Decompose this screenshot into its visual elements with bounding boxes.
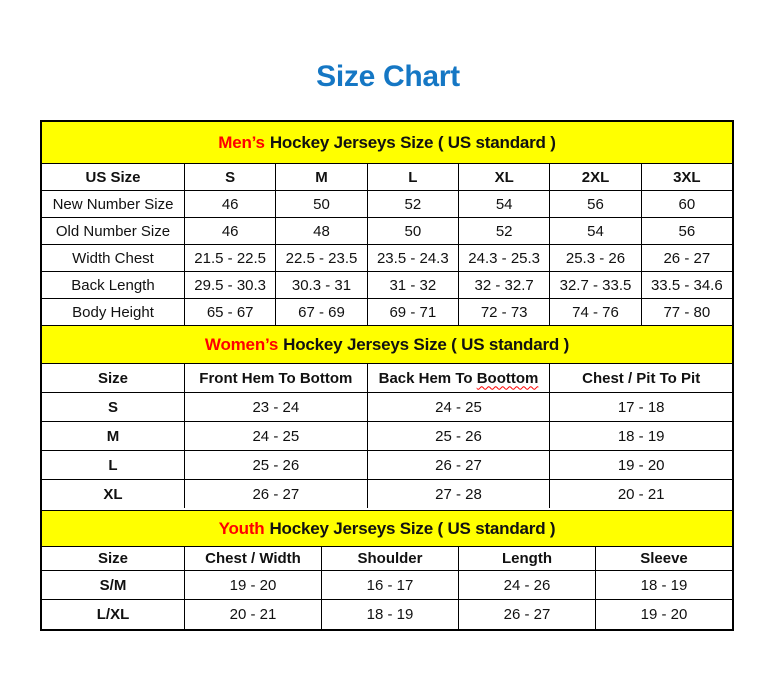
- page-title: Size Chart: [316, 60, 460, 93]
- womens-cell: 20 - 21: [549, 479, 732, 508]
- womens-cell: 23 - 24: [184, 392, 367, 421]
- womens-col-header-text: Back Hem To: [378, 369, 473, 387]
- mens-table: US Size S M L XL 2XL 3XL New Number Size…: [42, 163, 732, 325]
- mens-cell: 50: [275, 190, 367, 217]
- mens-cell: 60: [640, 190, 732, 217]
- mens-cell: 31 - 32: [366, 271, 458, 298]
- mens-section-title: Hockey Jerseys Size ( US standard ): [269, 132, 556, 152]
- youth-section-highlight: Youth: [218, 518, 265, 538]
- mens-cell: 23.5 - 24.3: [366, 244, 458, 271]
- mens-cell: 29.5 - 30.3: [184, 271, 276, 298]
- mens-cell: 56: [640, 217, 732, 244]
- mens-cell: 54: [549, 217, 641, 244]
- womens-section-title: Hockey Jerseys Size ( US standard ): [283, 334, 570, 354]
- womens-cell: 25 - 26: [366, 421, 550, 450]
- youth-cell: 20 - 21: [184, 599, 321, 629]
- mens-cell: 25.3 - 26: [549, 244, 641, 271]
- mens-cell: 22.5 - 23.5: [275, 244, 367, 271]
- womens-cell: 19 - 20: [549, 450, 732, 479]
- womens-table: Size Front Hem To Bottom Back Hem To Boo…: [42, 363, 732, 510]
- womens-row-label: M: [42, 421, 184, 450]
- womens-section-highlight: Women’s: [204, 334, 279, 354]
- mens-row-label: Old Number Size: [42, 217, 184, 244]
- mens-cell: 32.7 - 33.5: [549, 271, 641, 298]
- womens-cell: 25 - 26: [184, 450, 367, 479]
- mens-col-header: M: [275, 163, 367, 190]
- youth-col-header: Sleeve: [595, 546, 732, 570]
- mens-cell: 72 - 73: [458, 298, 550, 325]
- mens-row-label: New Number Size: [42, 190, 184, 217]
- mens-cell: 26 - 27: [640, 244, 732, 271]
- womens-section-header: Women’s Hockey Jerseys Size ( US standar…: [42, 325, 732, 363]
- mens-col-header: US Size: [42, 163, 184, 190]
- mens-cell: 46: [184, 217, 276, 244]
- size-chart: Men’s Hockey Jerseys Size ( US standard …: [40, 120, 734, 631]
- mens-cell: 54: [458, 190, 550, 217]
- mens-cell: 52: [366, 190, 458, 217]
- mens-cell: 33.5 - 34.6: [640, 271, 732, 298]
- womens-cell: 26 - 27: [366, 450, 550, 479]
- youth-cell: 16 - 17: [321, 570, 458, 599]
- mens-col-header: 2XL: [549, 163, 641, 190]
- mens-cell: 52: [458, 217, 550, 244]
- mens-col-header: 3XL: [640, 163, 732, 190]
- youth-row-label: L/XL: [42, 599, 184, 629]
- mens-cell: 74 - 76: [549, 298, 641, 325]
- mens-row-label: Width Chest: [42, 244, 184, 271]
- womens-cell: 24 - 25: [184, 421, 367, 450]
- mens-cell: 21.5 - 22.5: [184, 244, 276, 271]
- youth-col-header: Size: [42, 546, 184, 570]
- mens-cell: 50: [366, 217, 458, 244]
- youth-row-label: S/M: [42, 570, 184, 599]
- womens-row-label: L: [42, 450, 184, 479]
- womens-col-header: Front Hem To Bottom: [184, 363, 367, 392]
- mens-cell: 56: [549, 190, 641, 217]
- youth-table: Size Chest / Width Shoulder Length Sleev…: [42, 546, 732, 629]
- youth-col-header: Chest / Width: [184, 546, 321, 570]
- youth-cell: 19 - 20: [595, 599, 732, 629]
- mens-row-label: Back Length: [42, 271, 184, 298]
- womens-cell: 27 - 28: [366, 479, 550, 508]
- mens-col-header: XL: [458, 163, 550, 190]
- womens-col-header: Chest / Pit To Pit: [549, 363, 732, 392]
- mens-cell: 77 - 80: [640, 298, 732, 325]
- womens-cell: 17 - 18: [549, 392, 732, 421]
- youth-cell: 18 - 19: [321, 599, 458, 629]
- youth-col-header: Length: [458, 546, 595, 570]
- mens-section-highlight: Men’s: [218, 132, 265, 152]
- womens-col-header: Size: [42, 363, 184, 392]
- youth-cell: 18 - 19: [595, 570, 732, 599]
- youth-cell: 24 - 26: [458, 570, 595, 599]
- womens-col-header-misspelled-word: Boottom: [476, 369, 539, 387]
- womens-row-label: XL: [42, 479, 184, 508]
- womens-cell: 18 - 19: [549, 421, 732, 450]
- youth-col-header: Shoulder: [321, 546, 458, 570]
- mens-cell: 48: [275, 217, 367, 244]
- mens-cell: 24.3 - 25.3: [458, 244, 550, 271]
- mens-cell: 46: [184, 190, 276, 217]
- mens-col-header: L: [366, 163, 458, 190]
- mens-row-label: Body Height: [42, 298, 184, 325]
- youth-cell: 26 - 27: [458, 599, 595, 629]
- youth-section-header: Youth Hockey Jerseys Size ( US standard …: [42, 510, 732, 546]
- mens-section-header: Men’s Hockey Jerseys Size ( US standard …: [42, 122, 732, 163]
- mens-cell: 32 - 32.7: [458, 271, 550, 298]
- mens-cell: 30.3 - 31: [275, 271, 367, 298]
- mens-cell: 65 - 67: [184, 298, 276, 325]
- mens-cell: 69 - 71: [366, 298, 458, 325]
- womens-col-header: Back Hem To Boottom: [366, 363, 550, 392]
- mens-col-header: S: [184, 163, 276, 190]
- youth-cell: 19 - 20: [184, 570, 321, 599]
- womens-cell: 26 - 27: [184, 479, 367, 508]
- womens-row-label: S: [42, 392, 184, 421]
- womens-cell: 24 - 25: [366, 392, 550, 421]
- youth-section-title: Hockey Jerseys Size ( US standard ): [269, 518, 556, 538]
- mens-cell: 67 - 69: [275, 298, 367, 325]
